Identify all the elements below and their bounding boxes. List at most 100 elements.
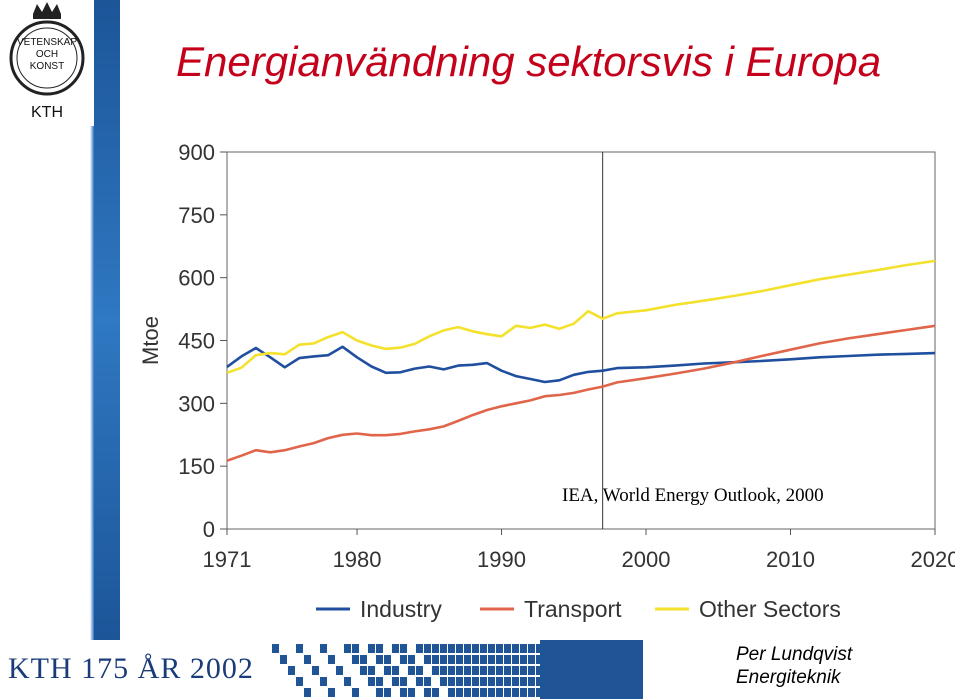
footer-pattern-block xyxy=(360,655,367,664)
footer-pattern-block xyxy=(408,655,415,664)
footer-pattern-block xyxy=(392,677,399,686)
footer-solid-block xyxy=(540,640,643,699)
footer-pattern-block xyxy=(440,655,447,664)
footer-pattern-block xyxy=(408,688,415,697)
footer-pattern-block xyxy=(288,666,295,675)
kth-logo: VETENSKAP OCH KONST KTH xyxy=(0,0,94,126)
footer-pattern-block xyxy=(448,677,455,686)
footer-pattern-block xyxy=(424,655,431,664)
footer-pattern-block xyxy=(352,655,359,664)
page-title: Energianvändning sektorsvis i Europa xyxy=(176,38,882,85)
footer-pattern-block xyxy=(344,677,351,686)
footer-pattern-block xyxy=(376,677,383,686)
footer-pattern-block xyxy=(456,655,463,664)
footer-pattern-block xyxy=(456,666,463,675)
footer-pattern-block xyxy=(496,688,503,697)
footer-pattern-block xyxy=(432,655,439,664)
footer-pattern-block xyxy=(384,666,391,675)
footer-pattern-block xyxy=(432,688,439,697)
footer-pattern-block xyxy=(336,666,343,675)
footer-pattern-block xyxy=(512,666,519,675)
footer-pattern-block xyxy=(400,688,407,697)
footer-pattern-block xyxy=(344,644,351,653)
legend-label: Other Sectors xyxy=(699,596,841,622)
series-line-transport xyxy=(226,324,936,462)
footer-pattern-block xyxy=(408,666,415,675)
footer-pattern-block xyxy=(440,677,447,686)
y-tick-label: 750 xyxy=(178,203,215,228)
crown-emblem-icon xyxy=(9,2,85,96)
logo-line-3: KONST xyxy=(29,61,65,72)
side-band xyxy=(94,0,120,640)
y-tick-label: 300 xyxy=(178,391,215,416)
x-tick-label: 2010 xyxy=(766,547,815,572)
footer-pattern-block xyxy=(528,655,535,664)
footer-pattern-block xyxy=(496,677,503,686)
footer-pattern-block xyxy=(464,666,471,675)
footer-pattern xyxy=(272,644,543,697)
footer-pattern-block xyxy=(376,655,383,664)
footer-pattern-block xyxy=(496,644,503,653)
footer-pattern-block xyxy=(512,655,519,664)
footer-pattern-block xyxy=(440,644,447,653)
footer-pattern-block xyxy=(320,644,327,653)
footer-pattern-block xyxy=(512,688,519,697)
footer-pattern-block xyxy=(400,644,407,653)
footer-pattern-block xyxy=(416,677,423,686)
footer-pattern-block xyxy=(504,655,511,664)
footer-pattern-block xyxy=(512,677,519,686)
footer-pattern-block xyxy=(464,655,471,664)
footer-pattern-block xyxy=(448,644,455,653)
footer-pattern-block xyxy=(368,677,375,686)
footer-pattern-block xyxy=(520,666,527,675)
x-tick-label: 2020 xyxy=(911,547,955,572)
y-tick-label: 450 xyxy=(178,329,215,354)
footer-pattern-block xyxy=(312,666,319,675)
footer-pattern-block xyxy=(328,655,335,664)
footer-pattern-block xyxy=(496,655,503,664)
footer-pattern-block xyxy=(536,666,543,675)
footer-pattern-block xyxy=(360,666,367,675)
footer-pattern-block xyxy=(456,677,463,686)
footer-pattern-block xyxy=(480,688,487,697)
footer-pattern-block xyxy=(424,677,431,686)
footer-pattern-block xyxy=(480,644,487,653)
footer-pattern-block xyxy=(400,655,407,664)
footer-pattern-block xyxy=(328,688,335,697)
footer-pattern-block xyxy=(496,666,503,675)
author-block: Per Lundqvist Energiteknik xyxy=(736,643,852,689)
footer-pattern-block xyxy=(464,644,471,653)
footer-pattern-block xyxy=(432,666,439,675)
footer-pattern-block xyxy=(480,666,487,675)
footer-pattern-block xyxy=(472,655,479,664)
footer-pattern-block xyxy=(280,655,287,664)
footer-pattern-block xyxy=(464,688,471,697)
footer-pattern-block xyxy=(464,677,471,686)
source-annotation: IEA, World Energy Outlook, 2000 xyxy=(562,485,824,506)
x-tick-label: 1990 xyxy=(477,547,526,572)
footer-pattern-block xyxy=(304,655,311,664)
footer-pattern-block xyxy=(416,644,423,653)
y-tick-label: 600 xyxy=(178,266,215,291)
footer-pattern-block xyxy=(368,644,375,653)
footer-pattern-block xyxy=(536,655,543,664)
footer-pattern-block xyxy=(376,644,383,653)
footer-pattern-block xyxy=(528,644,535,653)
footer-pattern-block xyxy=(424,688,431,697)
y-tick-label: 900 xyxy=(178,140,215,165)
author-department: Energiteknik xyxy=(736,667,841,688)
legend-label: Transport xyxy=(524,596,622,622)
footer-pattern-block xyxy=(488,666,495,675)
footer-pattern-block xyxy=(536,644,543,653)
footer-pattern-block xyxy=(272,644,279,653)
footer-pattern-block xyxy=(472,666,479,675)
legend-label: Industry xyxy=(360,596,442,622)
x-tick-label: 1971 xyxy=(203,547,252,572)
footer-pattern-block xyxy=(472,644,479,653)
footer-pattern-block xyxy=(504,688,511,697)
footer-pattern-block xyxy=(400,677,407,686)
footer-pattern-block xyxy=(376,688,383,697)
footer-pattern-block xyxy=(480,677,487,686)
x-tick-label: 2000 xyxy=(622,547,671,572)
footer-pattern-block xyxy=(536,688,543,697)
